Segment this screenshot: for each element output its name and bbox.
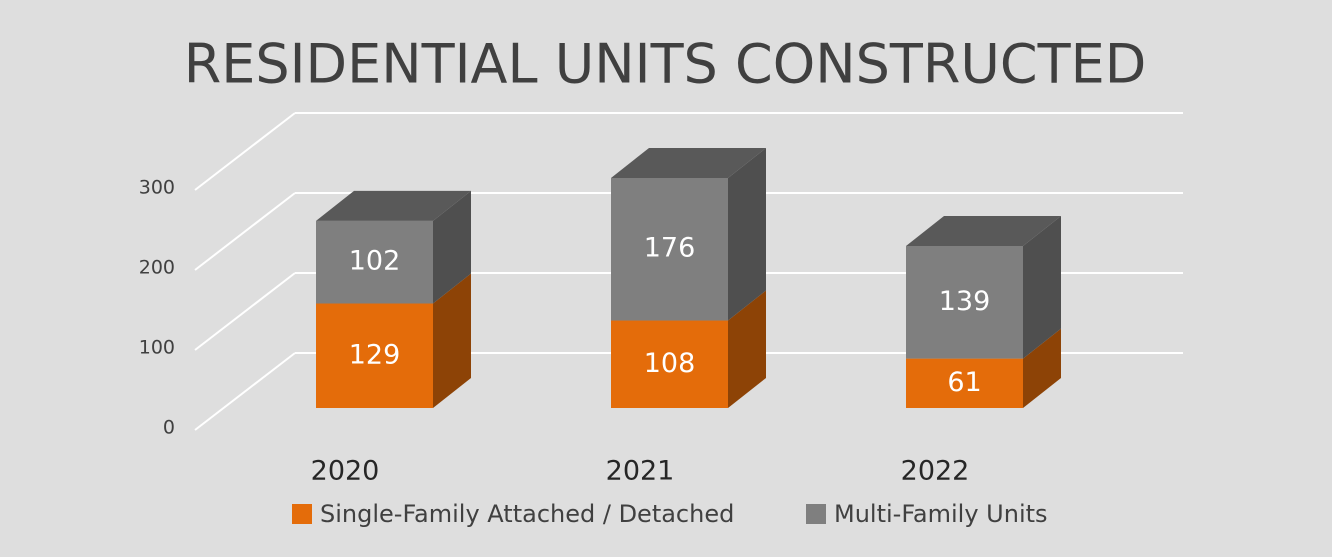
y-tick-label: 0 [163, 417, 175, 439]
data-label: 139 [939, 286, 991, 317]
legend-swatch [806, 504, 826, 524]
bar-side [728, 147, 766, 321]
y-tick-label: 200 [139, 257, 175, 279]
legend-label: Multi-Family Units [834, 500, 1048, 528]
bar [611, 177, 728, 321]
grid-line [194, 352, 296, 431]
bar-top [316, 190, 471, 221]
legend-swatch [292, 504, 312, 524]
x-tick-label: 2021 [606, 456, 675, 487]
bar-side [433, 190, 471, 304]
bar-top [906, 216, 1061, 246]
grid-line [194, 112, 296, 191]
bar [316, 303, 433, 408]
bar [906, 358, 1023, 408]
bar-side [433, 273, 471, 408]
bar-top [611, 147, 766, 178]
bar-side [1023, 328, 1061, 408]
bar-side [1023, 216, 1061, 359]
data-label: 176 [644, 233, 696, 264]
data-label: 108 [644, 348, 696, 379]
grid-line [194, 192, 296, 271]
y-tick-label: 100 [139, 337, 175, 359]
data-label: 129 [349, 339, 401, 370]
bar [316, 220, 433, 304]
x-tick-label: 2020 [311, 456, 380, 487]
y-tick-label: 300 [139, 177, 175, 199]
grid-line [194, 272, 296, 351]
chart-title: RESIDENTIAL UNITS CONSTRUCTED [184, 33, 1147, 96]
data-label: 102 [349, 246, 401, 277]
bar-side [728, 290, 766, 408]
x-tick-label: 2022 [901, 456, 970, 487]
bar [906, 246, 1023, 359]
data-label: 61 [947, 367, 981, 398]
bar [611, 320, 728, 408]
legend-label: Single-Family Attached / Detached [320, 500, 734, 528]
